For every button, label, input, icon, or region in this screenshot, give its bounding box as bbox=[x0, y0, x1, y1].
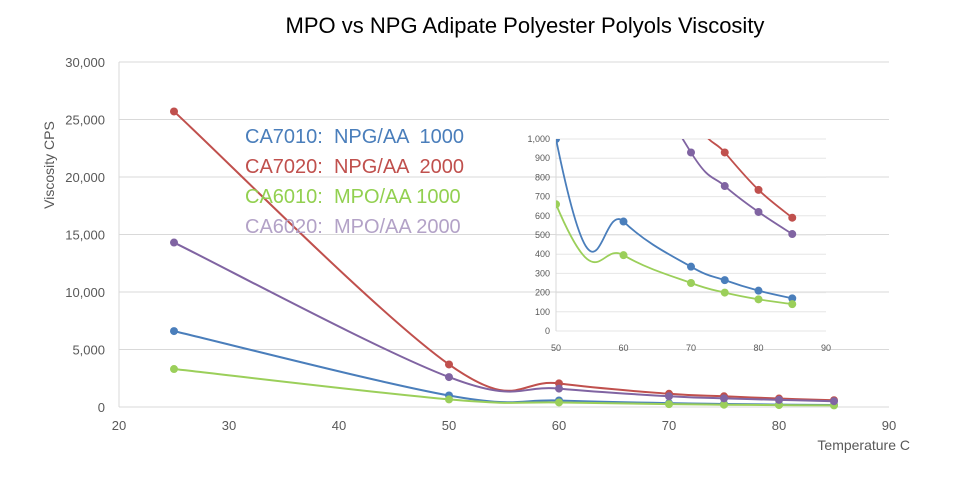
data-point bbox=[445, 373, 453, 382]
legend-entry: CA7010: NPG/AA 1000 bbox=[245, 126, 464, 148]
x-tick-label: 40 bbox=[332, 418, 346, 433]
chart-title: MPO vs NPG Adipate Polyester Polyols Vis… bbox=[286, 13, 765, 38]
inset-data-point bbox=[720, 182, 729, 191]
data-point bbox=[445, 395, 453, 404]
data-point bbox=[720, 394, 728, 403]
y-tick-label: 10,000 bbox=[65, 285, 105, 300]
series-line bbox=[173, 330, 835, 407]
data-point bbox=[775, 395, 783, 404]
inset-y-tick-label: 800 bbox=[535, 172, 550, 182]
inset-data-point bbox=[556, 200, 560, 209]
x-tick-label: 50 bbox=[442, 418, 456, 433]
inset-data-point bbox=[754, 295, 763, 304]
inset-x-tick-label: 70 bbox=[686, 343, 696, 353]
inset-y-tick-label: 200 bbox=[535, 288, 550, 298]
inset-data-point bbox=[788, 294, 797, 303]
inset-x-tick-label: 80 bbox=[753, 343, 763, 353]
inset-data-point bbox=[720, 288, 729, 297]
y-tick-label: 20,000 bbox=[65, 170, 105, 185]
series-line bbox=[173, 110, 835, 402]
inset-series-line bbox=[556, 201, 793, 306]
data-point bbox=[170, 327, 178, 336]
legend-entry: CA6010: MPO/AA 1000 bbox=[245, 186, 461, 208]
inset-data-point bbox=[788, 230, 797, 239]
data-point bbox=[555, 384, 563, 393]
inset-data-point bbox=[687, 262, 695, 271]
inset-data-point bbox=[720, 148, 729, 157]
legend-entry: CA6020: MPO/AA 2000 bbox=[245, 216, 461, 238]
inset-data-point bbox=[619, 217, 628, 226]
x-tick-label: 90 bbox=[882, 418, 896, 433]
inset-y-tick-label: 500 bbox=[535, 230, 550, 240]
data-point bbox=[720, 400, 728, 409]
series-line bbox=[173, 241, 835, 403]
inset-y-tick-label: 300 bbox=[535, 268, 550, 278]
data-point bbox=[170, 107, 178, 116]
inset-y-tick-label: 100 bbox=[535, 307, 550, 317]
inset-data-point bbox=[788, 300, 797, 309]
data-point bbox=[445, 360, 453, 369]
x-tick-label: 80 bbox=[772, 418, 786, 433]
data-point bbox=[555, 398, 563, 407]
inset-y-tick-label: 1,000 bbox=[527, 134, 550, 144]
inset-series bbox=[707, 139, 797, 222]
y-tick-label: 5,000 bbox=[72, 343, 105, 358]
inset-x-tick-label: 50 bbox=[551, 343, 561, 353]
x-tick-label: 70 bbox=[662, 418, 676, 433]
inset-y-tick-label: 600 bbox=[535, 211, 550, 221]
inset-data-point bbox=[720, 276, 729, 285]
x-axis-label: Temperature C bbox=[817, 437, 910, 453]
inset-data-point bbox=[754, 207, 763, 216]
inset-series bbox=[681, 139, 797, 239]
y-tick-label: 30,000 bbox=[65, 55, 105, 70]
legend-entry: CA7020: NPG/AA 2000 bbox=[245, 156, 464, 178]
y-tick-label: 25,000 bbox=[65, 113, 105, 128]
series-line bbox=[173, 368, 835, 407]
inset-series bbox=[556, 139, 797, 303]
inset-y-tick-label: 700 bbox=[535, 192, 550, 202]
inset-x-tick-label: 60 bbox=[618, 343, 628, 353]
inset-data-point bbox=[687, 279, 695, 287]
inset-data-point bbox=[754, 286, 763, 295]
inset-x-tick-label: 90 bbox=[821, 343, 831, 353]
x-tick-label: 30 bbox=[222, 418, 236, 433]
inset-data-point bbox=[687, 148, 695, 157]
inset-data-point bbox=[556, 139, 560, 143]
y-tick-label: 0 bbox=[98, 400, 105, 415]
x-tick-label: 60 bbox=[552, 418, 566, 433]
data-point bbox=[665, 400, 673, 409]
x-tick-label: 20 bbox=[112, 418, 126, 433]
data-point bbox=[170, 365, 178, 374]
data-point bbox=[665, 392, 673, 401]
inset-data-point bbox=[754, 185, 763, 194]
inset-data-point bbox=[619, 251, 628, 260]
data-point bbox=[170, 238, 178, 247]
inset-series-line bbox=[556, 139, 793, 300]
y-axis-label: Viscosity CPS bbox=[41, 121, 57, 209]
inset-y-tick-label: 400 bbox=[535, 249, 550, 259]
data-point bbox=[830, 397, 838, 406]
inset-y-tick-label: 900 bbox=[535, 153, 550, 163]
inset-series-line bbox=[707, 139, 793, 219]
inset-data-point bbox=[788, 213, 797, 222]
inset-series bbox=[556, 200, 797, 309]
y-tick-label: 15,000 bbox=[65, 228, 105, 243]
inset-y-tick-label: 0 bbox=[545, 326, 550, 336]
